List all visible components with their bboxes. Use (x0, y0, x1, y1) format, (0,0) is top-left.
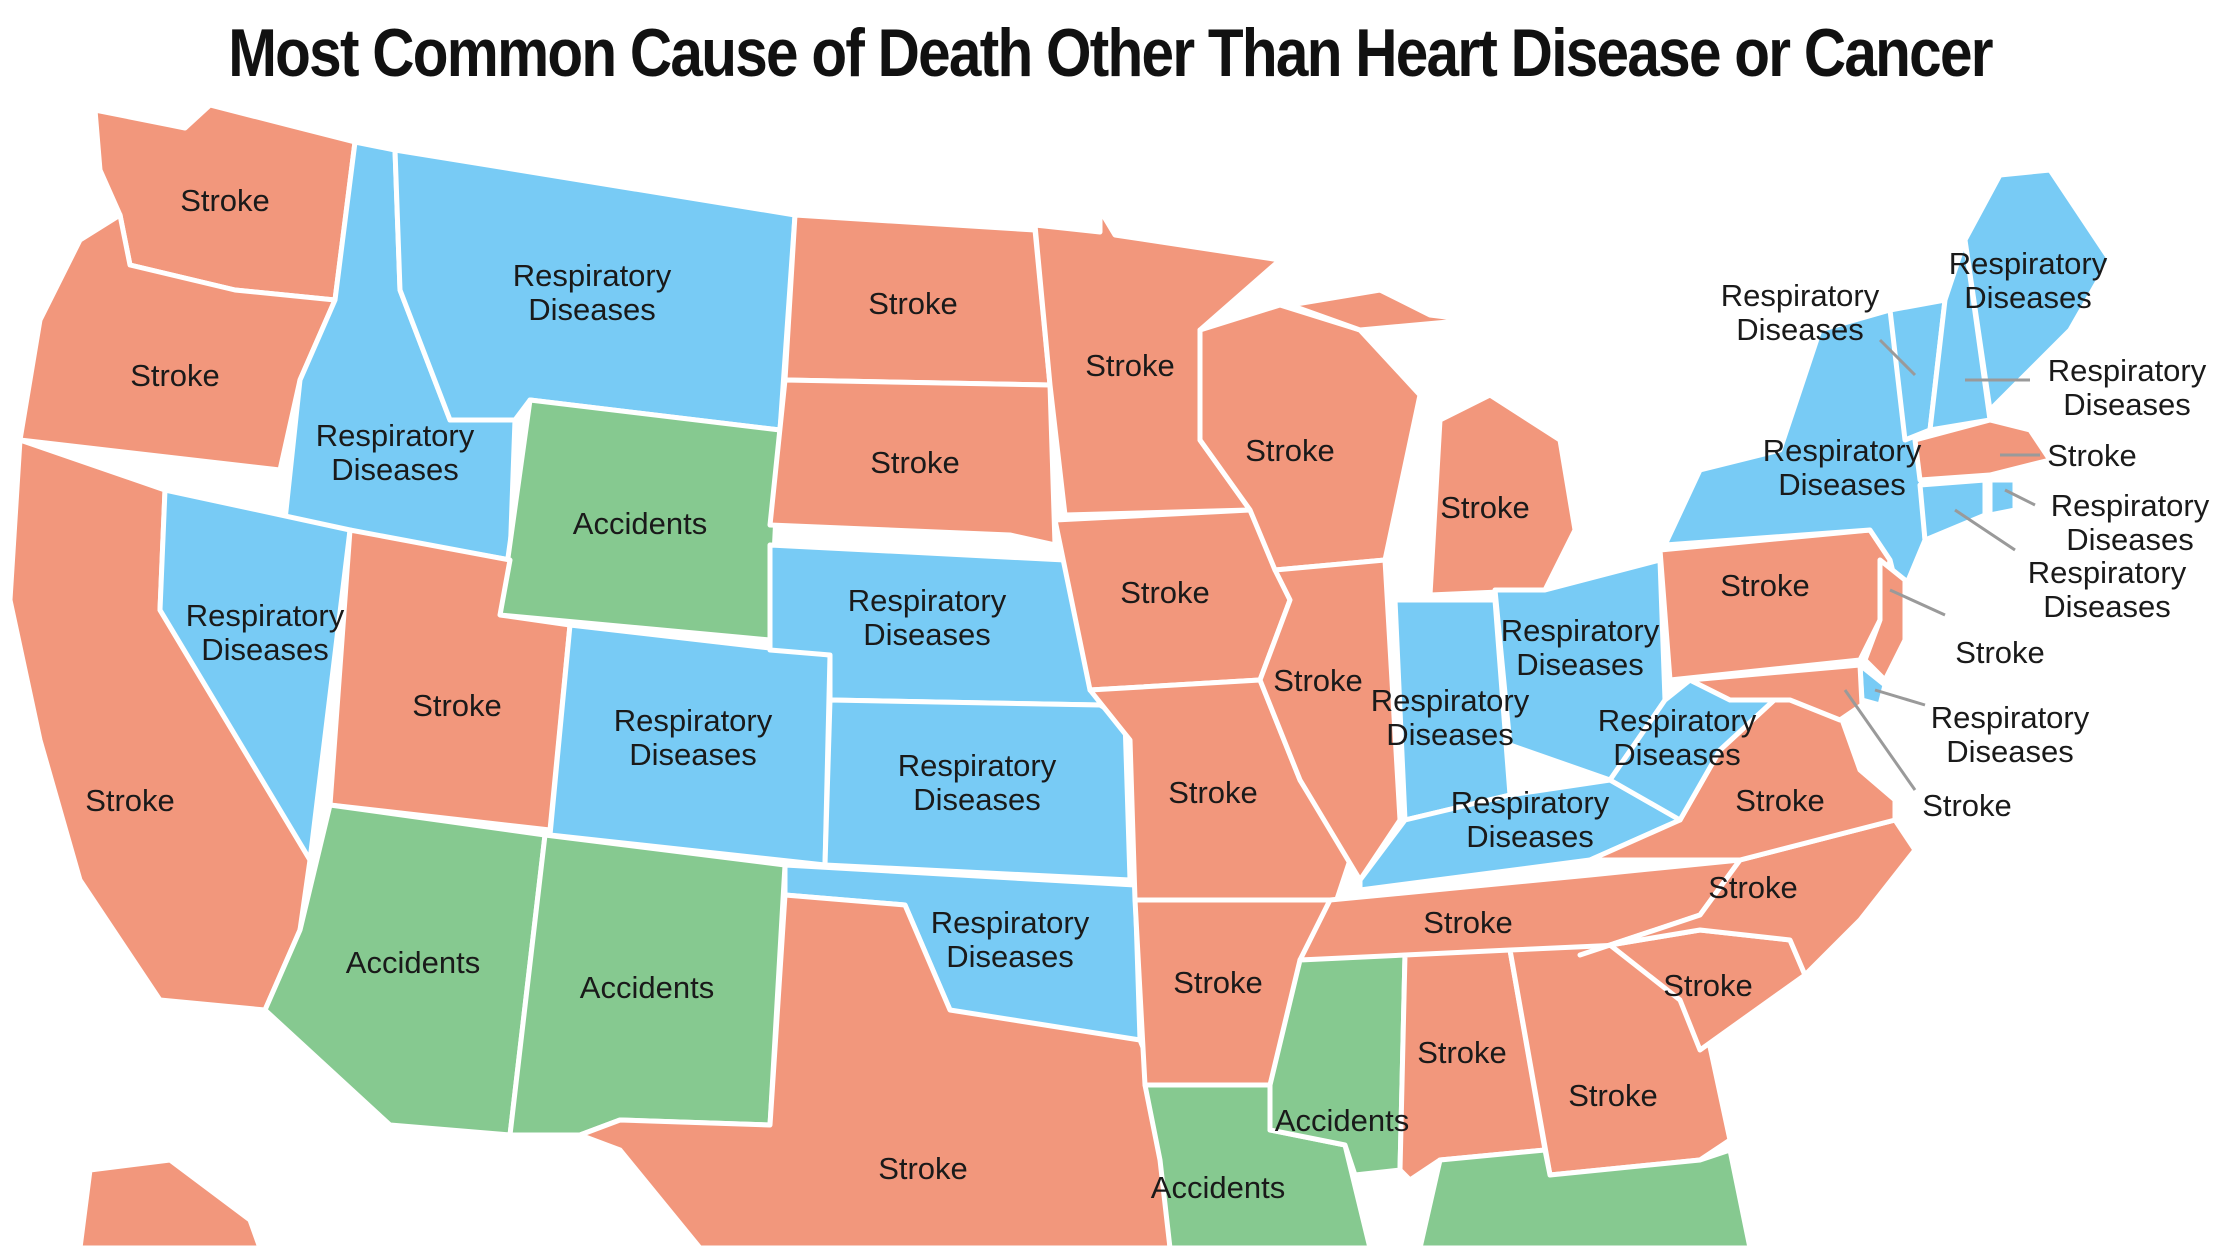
label-ohio-line1: Respiratory (1501, 613, 1660, 648)
label-nevada-line1: Respiratory (186, 598, 345, 633)
label-west-virginia-line2: Diseases (1613, 737, 1741, 772)
label-idaho-line1: Respiratory (316, 418, 475, 453)
state-florida[interactable] (1417, 1147, 1753, 1248)
callout-line-connecticut (1954, 508, 2016, 552)
label-nevada-line2: Diseases (201, 632, 329, 667)
state-maine[interactable] (1962, 167, 2113, 413)
label-rhode-island-line2: Diseases (2066, 522, 2194, 557)
label-wyoming: Accidents (573, 506, 707, 541)
callout-lines (1843, 338, 2040, 791)
state-michigan[interactable] (1287, 287, 1578, 598)
state-massachusetts[interactable] (1912, 417, 2053, 483)
label-new-york-line1: Respiratory (1763, 433, 1922, 468)
state-new-jersey[interactable] (1862, 557, 1908, 683)
label-kentucky-line1: Respiratory (1451, 785, 1610, 820)
state-texas[interactable] (577, 892, 1173, 1248)
label-new-hampshire-line2: Diseases (2063, 387, 2191, 422)
label-utah: Stroke (412, 688, 502, 723)
label-arizona: Accidents (346, 945, 480, 980)
label-new-york-line2: Diseases (1778, 467, 1906, 502)
label-montana-line1: Respiratory (513, 258, 672, 293)
label-mississippi: Accidents (1275, 1103, 1409, 1138)
state-rhode-island[interactable] (1987, 477, 2018, 518)
state-north-carolina[interactable] (1577, 817, 1918, 978)
label-michigan: Stroke (1440, 490, 1530, 525)
callout-line-vermont (1878, 338, 1917, 377)
label-north-dakota: Stroke (868, 286, 958, 321)
state-connecticut[interactable] (1917, 477, 1988, 543)
label-indiana-line2: Diseases (1386, 717, 1514, 752)
state-south-dakota[interactable] (767, 377, 1058, 548)
state-nevada[interactable] (157, 487, 353, 863)
label-maine-line2: Diseases (1964, 280, 2092, 315)
label-delaware-line1: Respiratory (1931, 700, 2090, 735)
label-north-carolina: Stroke (1708, 870, 1798, 905)
labels-layer: StrokeStrokeStrokeRespiratoryDiseasesRes… (85, 183, 2210, 1205)
label-kansas-line2: Diseases (913, 782, 1041, 817)
label-colorado-line1: Respiratory (614, 703, 773, 738)
label-connecticut-line1: Respiratory (2028, 555, 2187, 590)
label-ohio-line2: Diseases (1516, 647, 1644, 682)
state-alaska[interactable] (77, 1157, 263, 1248)
label-arkansas: Stroke (1173, 965, 1263, 1000)
label-virginia: Stroke (1735, 783, 1825, 818)
label-idaho-line2: Diseases (331, 452, 459, 487)
label-pennsylvania: Stroke (1720, 568, 1810, 603)
label-maine-line1: Respiratory (1949, 246, 2108, 281)
callout-line-maryland (1843, 689, 1917, 791)
label-new-jersey: Stroke (1955, 635, 2045, 670)
label-vermont-line2: Diseases (1736, 312, 1864, 347)
label-delaware-line2: Diseases (1946, 734, 2074, 769)
state-illinois[interactable] (1257, 557, 1403, 883)
label-illinois: Stroke (1273, 663, 1363, 698)
label-tennessee: Stroke (1423, 905, 1513, 940)
label-south-carolina: Stroke (1663, 968, 1753, 1003)
label-california: Stroke (85, 783, 175, 818)
label-iowa: Stroke (1120, 575, 1210, 610)
label-west-virginia-line1: Respiratory (1598, 703, 1757, 738)
states-layer (7, 102, 2113, 1248)
label-connecticut-line2: Diseases (2043, 589, 2171, 624)
callout-line-delaware (1874, 688, 1926, 707)
label-new-hampshire-line1: Respiratory (2048, 353, 2207, 388)
label-kansas-line1: Respiratory (898, 748, 1057, 783)
label-montana-line2: Diseases (528, 292, 656, 327)
label-wisconsin: Stroke (1245, 433, 1335, 468)
label-missouri: Stroke (1168, 775, 1258, 810)
label-oklahoma-line2: Diseases (946, 939, 1074, 974)
label-maryland: Stroke (1922, 788, 2012, 823)
label-vermont-line1: Respiratory (1721, 278, 1880, 313)
state-kansas[interactable] (822, 697, 1133, 883)
label-texas: Stroke (878, 1151, 968, 1186)
state-maryland[interactable] (1687, 662, 1865, 723)
label-alabama: Stroke (1417, 1035, 1507, 1070)
state-pennsylvania[interactable] (1657, 527, 1893, 683)
label-south-dakota: Stroke (870, 445, 960, 480)
label-massachusetts: Stroke (2047, 438, 2137, 473)
label-oklahoma-line1: Respiratory (931, 905, 1090, 940)
label-minnesota: Stroke (1085, 348, 1175, 383)
state-oregon[interactable] (17, 212, 338, 473)
map-title: Most Common Cause of Death Other Than He… (228, 15, 1993, 91)
label-nebraska-line1: Respiratory (848, 583, 1007, 618)
label-louisiana: Accidents (1151, 1170, 1285, 1205)
label-indiana-line1: Respiratory (1371, 683, 1530, 718)
label-kentucky-line2: Diseases (1466, 819, 1594, 854)
label-rhode-island-line1: Respiratory (2051, 488, 2210, 523)
label-nebraska-line2: Diseases (863, 617, 991, 652)
label-washington: Stroke (180, 183, 270, 218)
label-new-mexico: Accidents (580, 970, 714, 1005)
callout-line-new-jersey (1889, 588, 1946, 617)
callout-line-rhode-island (2004, 488, 2036, 507)
label-oregon: Stroke (130, 358, 220, 393)
label-georgia: Stroke (1568, 1078, 1658, 1113)
label-colorado-line2: Diseases (629, 737, 757, 772)
